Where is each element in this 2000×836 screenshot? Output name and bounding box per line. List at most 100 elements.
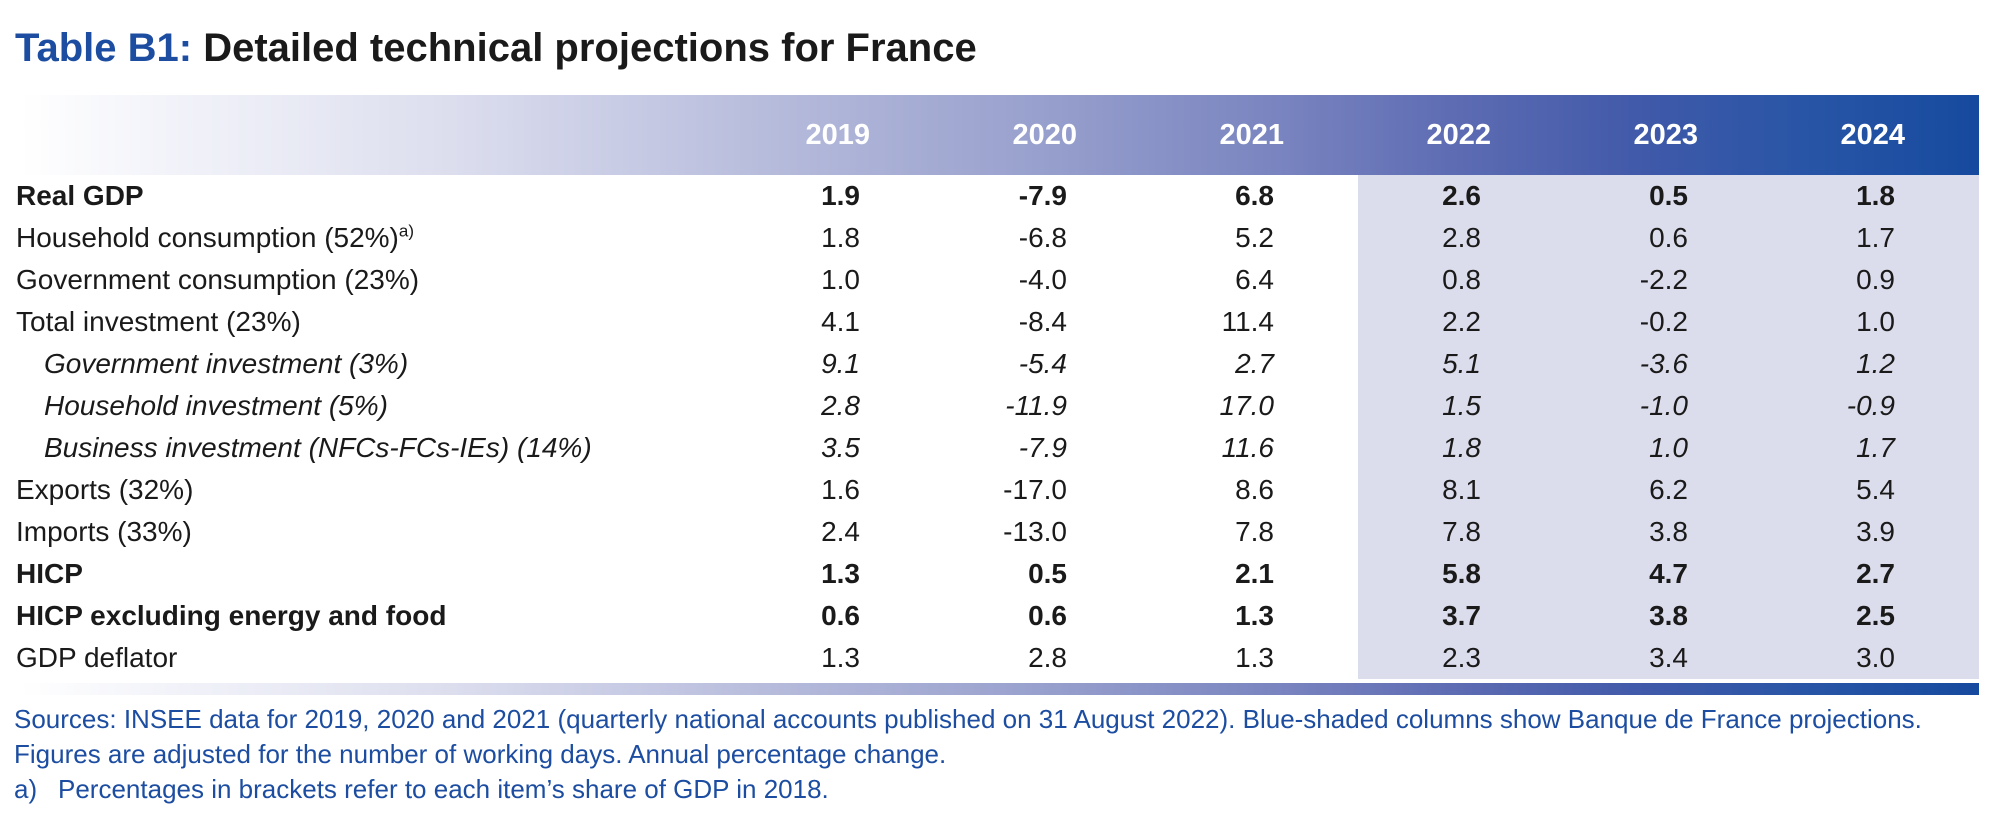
- cell-2019: 2.8: [821, 390, 860, 421]
- cell-2022: 8.1: [1358, 469, 1565, 511]
- cell-2021: 7.8: [1235, 516, 1274, 547]
- table-number: Table B1: [15, 26, 179, 70]
- cell-2020: -13.0: [1003, 516, 1067, 547]
- row-label: Government consumption (23%): [16, 264, 420, 295]
- row-label: Exports (32%): [16, 474, 194, 505]
- cell-2023: 4.7: [1565, 553, 1772, 595]
- cell-2019: 2.4: [821, 516, 860, 547]
- cell-2022: 2.6: [1358, 175, 1565, 217]
- cell-2023: -1.0: [1565, 385, 1772, 427]
- cell-2021: 2.7: [1235, 348, 1274, 379]
- cell-2024: -0.9: [1772, 385, 1979, 427]
- cell-2019: 4.1: [821, 306, 860, 337]
- cell-2023: -2.2: [1565, 259, 1772, 301]
- column-header-2019: 2019: [805, 118, 870, 151]
- table-row: Household consumption (52%)a) 1.8 -6.8 5.2 2…: [14, 217, 1979, 259]
- cell-2020: 0.5: [1028, 558, 1067, 589]
- table-row: Household investment (5%) 2.8 -11.9 17.0 1.5…: [14, 385, 1979, 427]
- page-title: Table B1: Detailed technical projections…: [15, 26, 977, 70]
- cell-2021: 1.3: [1235, 600, 1274, 631]
- table-title-text: Detailed technical projections for Franc…: [203, 26, 977, 70]
- cell-2020: -4.0: [1018, 264, 1067, 295]
- row-label: Business investment (NFCs-FCs-IEs) (14%): [44, 432, 592, 463]
- cell-2023: -3.6: [1565, 343, 1772, 385]
- title-separator: :: [178, 26, 204, 70]
- cell-2022: 2.3: [1358, 637, 1565, 679]
- table-row: Exports (32%) 1.6 -17.0 8.6 8.1 6.2 5.4: [14, 469, 1979, 511]
- cell-2019: 0.6: [821, 600, 860, 631]
- cell-2024: 3.9: [1772, 511, 1979, 553]
- cell-2021: 11.4: [1221, 306, 1274, 337]
- table-row: Total investment (23%) 4.1 -8.4 11.4 2.2 -0.2…: [14, 301, 1979, 343]
- row-label: Household investment (5%): [44, 390, 388, 421]
- cell-2023: 3.8: [1565, 595, 1772, 637]
- cell-2022: 1.8: [1358, 427, 1565, 469]
- cell-2021: 8.6: [1235, 474, 1274, 505]
- cell-2024: 2.5: [1772, 595, 1979, 637]
- cell-2020: -5.4: [1018, 348, 1067, 379]
- cell-2024: 2.7: [1772, 553, 1979, 595]
- source-note: Sources: INSEE data for 2019, 2020 and 2…: [14, 704, 1922, 734]
- column-header-2020: 2020: [1012, 118, 1077, 151]
- cell-2020: -11.9: [1005, 390, 1067, 421]
- cell-2021: 17.0: [1219, 390, 1275, 421]
- table-row: HICP 1.3 0.5 2.1 5.8 4.7 2.7: [14, 553, 1979, 595]
- cell-2020: -7.9: [1018, 180, 1067, 211]
- cell-2021: 1.3: [1235, 642, 1274, 673]
- footnote-a-marker: a): [14, 774, 38, 804]
- adjustment-note: Figures are adjusted for the number of w…: [14, 739, 947, 769]
- table-row: Business investment (NFCs-FCs-IEs) (14%)…: [14, 427, 1979, 469]
- cell-2020: 2.8: [1028, 642, 1067, 673]
- column-header-2022: 2022: [1426, 118, 1491, 151]
- cell-2024: 3.0: [1772, 637, 1979, 679]
- table-row: Government consumption (23%) 1.0 -4.0 6.4 0.…: [14, 259, 1979, 301]
- cell-2022: 1.5: [1358, 385, 1565, 427]
- cell-2019: 1.3: [821, 558, 860, 589]
- row-label: HICP excluding energy and food: [16, 600, 447, 631]
- cell-2020: -17.0: [1003, 474, 1067, 505]
- table-row: GDP deflator 1.3 2.8 1.3 2.3 3.4 3.0: [14, 637, 1979, 679]
- cell-2024: 1.0: [1772, 301, 1979, 343]
- row-label: Real GDP: [16, 180, 144, 211]
- table-header-row: 2019 2020 2021 2022 2023 2024: [20, 95, 1979, 175]
- cell-2024: 1.7: [1772, 427, 1979, 469]
- cell-2019: 1.6: [821, 474, 860, 505]
- cell-2020: -7.9: [1018, 432, 1067, 463]
- cell-2024: 5.4: [1772, 469, 1979, 511]
- cell-2024: 1.2: [1772, 343, 1979, 385]
- footnote-a: a) Percentages in brackets refer to each …: [14, 772, 1974, 807]
- table-row: Imports (33%) 2.4 -13.0 7.8 7.8 3.8 3.9: [14, 511, 1979, 553]
- cell-2023: 3.4: [1565, 637, 1772, 679]
- cell-2020: -6.8: [1018, 222, 1067, 253]
- table-row: Real GDP 1.9 -7.9 6.8 2.6 0.5 1.8: [14, 175, 1979, 217]
- cell-2021: 11.6: [1221, 432, 1274, 463]
- cell-2019: 1.8: [821, 222, 860, 253]
- cell-2019: 9.1: [821, 348, 860, 379]
- cell-2023: 0.6: [1565, 217, 1772, 259]
- cell-2021: 2.1: [1235, 558, 1274, 589]
- cell-2019: 1.0: [821, 264, 860, 295]
- column-header-2024: 2024: [1840, 118, 1905, 151]
- cell-2023: 0.5: [1565, 175, 1772, 217]
- row-label: Household consumption (52%)a): [16, 221, 415, 253]
- column-header-2023: 2023: [1633, 118, 1698, 151]
- footnotes: Sources: INSEE data for 2019, 2020 and 2…: [14, 702, 1974, 807]
- projections-table: 2019 2020 2021 2022 2023 2024 Real GDP 1.9 -7.9…: [14, 95, 1979, 695]
- cell-2019: 1.3: [821, 642, 860, 673]
- cell-2019: 1.9: [821, 180, 860, 211]
- superscript-footnote-marker: a): [398, 221, 415, 241]
- cell-2022: 2.2: [1358, 301, 1565, 343]
- cell-2023: 6.2: [1565, 469, 1772, 511]
- cell-2020: 0.6: [1028, 600, 1067, 631]
- cell-2022: 3.7: [1358, 595, 1565, 637]
- table-bottom-bar: [20, 683, 1979, 695]
- table-body: Real GDP 1.9 -7.9 6.8 2.6 0.5 1.8 Household con…: [14, 175, 1979, 679]
- row-label: GDP deflator: [16, 642, 178, 673]
- cell-2024: 0.9: [1772, 259, 1979, 301]
- column-header-2021: 2021: [1219, 118, 1284, 151]
- cell-2022: 5.1: [1358, 343, 1565, 385]
- footnote-a-text: Percentages in brackets refer to each it…: [58, 774, 829, 804]
- cell-2022: 7.8: [1358, 511, 1565, 553]
- row-label: Imports (33%): [16, 516, 192, 547]
